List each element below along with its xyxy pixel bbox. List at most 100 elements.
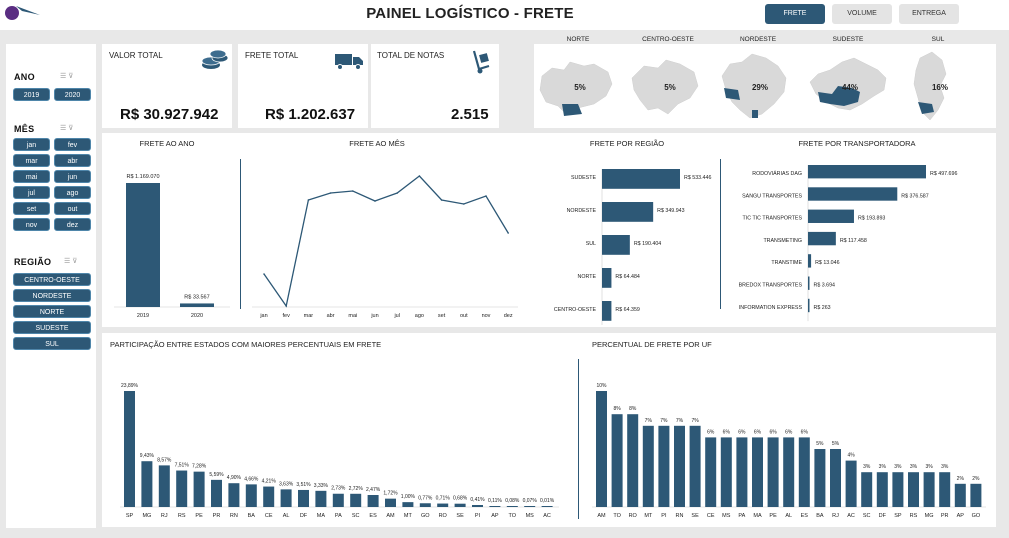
bar[interactable]	[180, 303, 214, 307]
bar[interactable]	[472, 505, 483, 507]
bar[interactable]	[767, 437, 779, 507]
bar[interactable]	[298, 489, 309, 507]
line-point[interactable]	[352, 190, 354, 192]
slicer-mes-item[interactable]: fev	[54, 138, 91, 151]
bar[interactable]	[861, 472, 873, 507]
line-point[interactable]	[418, 175, 421, 177]
bar[interactable]	[506, 506, 518, 507]
slicer-regiao-item[interactable]: NORDESTE	[13, 289, 91, 302]
slicer-mes-item[interactable]: jun	[54, 170, 91, 183]
bar[interactable]	[798, 437, 810, 507]
bar[interactable]	[141, 461, 153, 507]
bar[interactable]	[808, 276, 810, 290]
bar[interactable]	[658, 425, 670, 507]
line-point[interactable]	[507, 232, 510, 234]
bar[interactable]	[350, 493, 362, 507]
bar[interactable]	[437, 503, 449, 507]
slicer-regiao-item[interactable]: SUL	[13, 337, 91, 350]
bar[interactable]	[176, 470, 188, 507]
bar[interactable]	[211, 479, 222, 507]
bar[interactable]	[245, 484, 257, 507]
bar[interactable]	[689, 425, 701, 507]
line-point[interactable]	[396, 192, 398, 194]
bar[interactable]	[939, 472, 951, 507]
bar[interactable]	[736, 437, 748, 507]
bar[interactable]	[808, 231, 836, 246]
slicer-regiao-clear-filter-icon[interactable]: ☰ ⊽	[64, 258, 78, 265]
slicer-mes-item[interactable]: nov	[13, 218, 50, 231]
bar[interactable]	[876, 472, 888, 507]
bar[interactable]	[892, 472, 904, 507]
slicer-mes-item[interactable]: out	[54, 202, 91, 215]
slicer-regiao-item[interactable]: SUDESTE	[13, 321, 91, 334]
line-point[interactable]	[263, 273, 265, 275]
slicer-mes-item[interactable]: set	[13, 202, 50, 215]
line-point[interactable]	[307, 199, 310, 201]
region-map-centro-oeste[interactable]: 5%	[628, 48, 712, 124]
bar[interactable]	[315, 490, 327, 507]
line-point[interactable]	[374, 200, 376, 202]
slicer-ano-clear-filter-icon[interactable]: ☰ ⊽	[60, 73, 74, 80]
line-point[interactable]	[285, 305, 287, 307]
bar[interactable]	[611, 414, 623, 507]
slicer-mes-item[interactable]: abr	[54, 154, 91, 167]
tab-volume[interactable]: VOLUME	[832, 4, 892, 24]
bar[interactable]	[908, 472, 919, 507]
bar[interactable]	[541, 506, 553, 507]
slicer-regiao-item[interactable]: CENTRO-OESTE	[13, 273, 91, 286]
bar[interactable]	[970, 483, 982, 507]
bar[interactable]	[602, 268, 612, 288]
slicer-mes-item[interactable]: jan	[13, 138, 50, 151]
bar[interactable]	[845, 460, 857, 507]
line-point[interactable]	[485, 195, 487, 197]
region-map-norte[interactable]: 5%	[538, 48, 622, 124]
bar[interactable]	[814, 449, 826, 507]
line-point[interactable]	[463, 203, 465, 205]
region-map-nordeste[interactable]: 29%	[718, 48, 802, 124]
bar[interactable]	[193, 471, 205, 507]
bar[interactable]	[602, 235, 630, 255]
bar[interactable]	[280, 489, 292, 507]
bar[interactable]	[783, 437, 795, 507]
slicer-ano-item[interactable]: 2019	[13, 88, 50, 101]
bar[interactable]	[228, 483, 240, 507]
bar[interactable]	[524, 506, 536, 507]
slicer-mes-item[interactable]: ago	[54, 186, 91, 199]
tab-frete[interactable]: FRETE	[765, 4, 825, 24]
bar[interactable]	[923, 472, 935, 507]
bar[interactable]	[808, 187, 898, 201]
bar[interactable]	[332, 493, 344, 507]
region-map-sudeste[interactable]: 44%	[808, 48, 892, 124]
bar[interactable]	[596, 391, 607, 507]
bar[interactable]	[263, 486, 275, 507]
line-point[interactable]	[440, 199, 443, 201]
bar[interactable]	[489, 506, 501, 507]
bar[interactable]	[627, 414, 639, 507]
line-series[interactable]	[263, 175, 509, 308]
bar[interactable]	[419, 503, 431, 507]
bar[interactable]	[720, 437, 732, 507]
slicer-mes-item[interactable]: mai	[13, 170, 50, 183]
bar[interactable]	[808, 209, 854, 223]
bar[interactable]	[808, 254, 812, 268]
bar[interactable]	[602, 169, 680, 189]
slicer-mes-clear-filter-icon[interactable]: ☰ ⊽	[60, 125, 74, 132]
slicer-regiao-item[interactable]: NORTE	[13, 305, 91, 318]
slicer-mes-item[interactable]: mar	[13, 154, 50, 167]
bar[interactable]	[126, 183, 160, 307]
bar[interactable]	[830, 449, 841, 507]
region-map-sul[interactable]: 16%	[898, 48, 982, 124]
line-point[interactable]	[329, 192, 332, 194]
slicer-mes-item[interactable]: jul	[13, 186, 50, 199]
bar[interactable]	[752, 437, 763, 507]
bar[interactable]	[808, 298, 810, 313]
bar[interactable]	[454, 503, 466, 507]
bar[interactable]	[602, 301, 612, 321]
bar[interactable]	[808, 165, 926, 179]
bar[interactable]	[124, 391, 135, 507]
bar[interactable]	[158, 465, 170, 507]
bar[interactable]	[602, 202, 654, 222]
bar[interactable]	[367, 495, 379, 507]
bar[interactable]	[642, 425, 654, 507]
bar[interactable]	[385, 498, 396, 507]
